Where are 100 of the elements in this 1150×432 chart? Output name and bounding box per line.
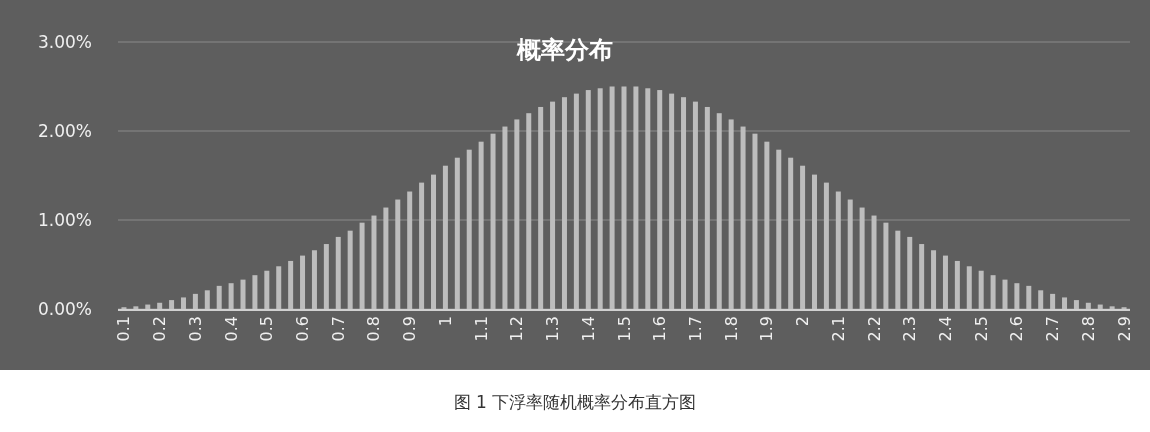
x-tick-label: 1.6: [650, 316, 670, 342]
bar: [169, 300, 175, 309]
x-tick-label: 2.5: [971, 316, 991, 342]
x-tick-label: 0.3: [185, 316, 205, 342]
x-tick-label: 1.2: [507, 316, 527, 342]
x-tick-label: 1.9: [757, 316, 777, 342]
bar: [585, 90, 591, 309]
bar: [180, 297, 186, 309]
bar: [776, 149, 782, 309]
bar: [1026, 285, 1032, 309]
y-tick-label: 2.00%: [37, 121, 92, 141]
bar: [1085, 302, 1091, 309]
x-tick-label: 0.8: [364, 316, 384, 342]
bar: [1050, 293, 1056, 309]
bar: [859, 207, 865, 309]
bar: [252, 275, 258, 309]
x-tick-label: 1: [435, 316, 455, 327]
bar: [752, 133, 758, 309]
y-tick-label: 3.00%: [37, 32, 92, 52]
x-tick-label: 2.4: [935, 316, 955, 342]
bar: [192, 293, 198, 309]
bar: [466, 149, 472, 309]
bar: [645, 88, 651, 309]
bar: [669, 93, 675, 309]
x-tick-label: 1.4: [578, 316, 598, 342]
bar: [740, 126, 746, 309]
bar: [1014, 283, 1020, 309]
bar: [550, 101, 556, 309]
bar: [573, 93, 579, 309]
bar: [597, 88, 603, 309]
x-tick-label: 0.4: [221, 316, 241, 342]
bar: [954, 260, 960, 309]
bar: [240, 279, 246, 309]
x-tick-label: 2.7: [1043, 316, 1063, 342]
x-tick-label: 0.1: [114, 316, 134, 342]
bar: [681, 97, 687, 309]
bar: [561, 97, 567, 309]
bar: [395, 199, 401, 309]
bar: [931, 250, 937, 309]
bar: [526, 113, 532, 309]
bar: [359, 222, 365, 309]
bar: [431, 174, 437, 309]
chart-title: 概率分布: [516, 36, 613, 64]
bar: [728, 119, 734, 309]
caption: 图 1 下浮率随机概率分布直方图: [453, 392, 697, 412]
x-tick-label: 0.5: [257, 316, 277, 342]
bar: [300, 255, 306, 309]
x-tick-label: 1.5: [614, 316, 634, 342]
bar: [157, 302, 163, 309]
bar: [264, 270, 270, 309]
bar: [883, 222, 889, 309]
bar: [835, 191, 841, 309]
bar: [1062, 297, 1068, 309]
bar: [288, 260, 294, 309]
x-tick-label: 0.2: [150, 316, 170, 342]
y-tick-label: 0.00%: [37, 299, 92, 319]
bar: [823, 182, 829, 309]
bar: [442, 165, 448, 309]
bar: [228, 283, 234, 309]
x-tick-label: 1.3: [543, 316, 563, 342]
bar: [657, 90, 663, 309]
bar: [692, 101, 698, 309]
x-tick-label: 0.7: [328, 316, 348, 342]
bar: [764, 141, 770, 309]
x-tick-label: 2.2: [864, 316, 884, 342]
bar: [990, 275, 996, 309]
bar: [419, 182, 425, 309]
bar: [133, 306, 139, 309]
bar: [621, 86, 627, 309]
x-tick-label: 2.3: [900, 316, 920, 342]
bar: [490, 133, 496, 309]
bar: [454, 157, 460, 309]
x-tick-label: 1.1: [471, 316, 491, 342]
bar: [919, 244, 925, 309]
bar: [145, 304, 151, 309]
bar: [716, 113, 722, 309]
bar: [323, 244, 329, 309]
bar: [1073, 300, 1079, 309]
bar: [907, 236, 913, 309]
bar: [895, 230, 901, 309]
bar: [347, 230, 353, 309]
bar: [371, 215, 377, 309]
bar: [1038, 290, 1044, 309]
bar: [407, 191, 413, 309]
x-tick-label: 1.7: [685, 316, 705, 342]
x-tick-label: 2.9: [1114, 316, 1134, 342]
bar: [204, 290, 210, 309]
y-tick-label: 1.00%: [37, 210, 92, 230]
bar: [966, 266, 972, 309]
x-tick-label: 2.8: [1078, 316, 1098, 342]
x-tick-label: 2.1: [828, 316, 848, 342]
bar: [276, 266, 282, 309]
bar: [1097, 304, 1103, 309]
bar: [704, 106, 710, 309]
bar: [311, 250, 317, 309]
bar: [216, 285, 222, 309]
bar: [383, 207, 389, 309]
bar: [871, 215, 877, 309]
bar: [609, 86, 615, 309]
bar: [335, 236, 341, 309]
